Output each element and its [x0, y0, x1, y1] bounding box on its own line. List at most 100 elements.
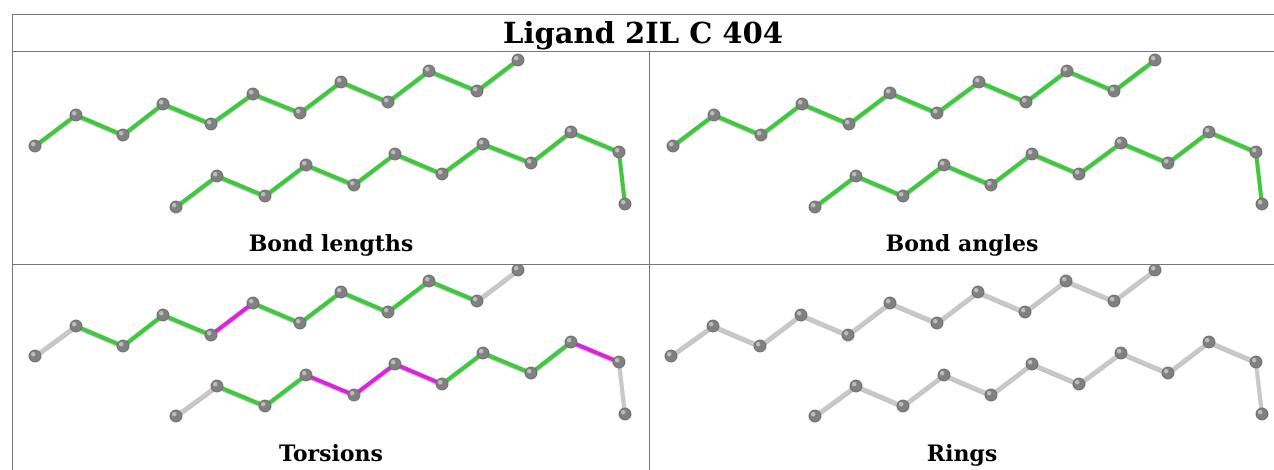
bond: [174, 174, 219, 209]
atom: [1255, 407, 1269, 421]
atom-highlight: [514, 266, 519, 271]
atom-highlight: [886, 89, 891, 94]
atom-highlight: [350, 181, 355, 186]
atom-highlight: [797, 311, 802, 316]
atom: [511, 265, 525, 277]
atom-highlight: [473, 87, 478, 92]
atom-highlight: [844, 331, 849, 336]
atom: [930, 316, 944, 330]
atom-highlight: [296, 109, 301, 114]
panel-torsions: Torsions: [13, 265, 649, 470]
bond: [427, 69, 479, 93]
atom-highlight: [1164, 369, 1169, 374]
atom-highlight: [987, 181, 992, 186]
atom: [169, 409, 183, 423]
atom: [293, 106, 307, 120]
atom-highlight: [933, 319, 938, 324]
atom-highlight: [811, 412, 816, 417]
bond: [989, 362, 1034, 397]
bond: [74, 324, 125, 348]
atom-highlight: [159, 311, 164, 316]
atom-highlight: [302, 161, 307, 166]
bond: [846, 301, 892, 337]
atom: [1255, 197, 1269, 211]
atom-highlight: [1028, 360, 1033, 365]
atom: [664, 349, 678, 363]
molecule-torsions: [28, 265, 632, 423]
bond: [475, 58, 520, 93]
atom: [116, 339, 130, 353]
bond: [251, 301, 302, 325]
atom: [28, 349, 42, 363]
bond: [813, 174, 858, 209]
bond: [209, 92, 255, 126]
atom-highlight: [1075, 380, 1080, 385]
atom-highlight: [933, 109, 938, 114]
atom: [896, 399, 910, 413]
atom: [564, 125, 578, 139]
atom-highlight: [1258, 410, 1263, 415]
atom: [69, 319, 83, 333]
bond: [712, 113, 763, 137]
atom-highlight: [1117, 349, 1122, 354]
atom: [334, 285, 348, 299]
atom-highlight: [391, 150, 396, 155]
atom-highlight: [1110, 87, 1115, 92]
atom: [618, 197, 632, 211]
bond: [339, 80, 390, 104]
bond: [161, 313, 213, 337]
atom-highlight: [1063, 67, 1068, 72]
bond: [935, 290, 980, 325]
atom: [971, 285, 985, 299]
atom: [347, 178, 361, 192]
bond: [121, 313, 165, 348]
atom: [1161, 366, 1175, 380]
atom: [984, 178, 998, 192]
atom-highlight: [709, 322, 714, 327]
bond: [529, 340, 573, 375]
bond: [215, 384, 267, 408]
atom-highlight: [757, 131, 762, 136]
atom-highlight: [527, 159, 532, 164]
bond: [1077, 141, 1123, 176]
molecule-rings: [664, 265, 1269, 423]
bond: [901, 373, 946, 408]
atom: [612, 355, 626, 369]
atom: [1060, 64, 1074, 78]
panel-rings: Rings: [650, 265, 1274, 470]
atom-highlight: [72, 322, 77, 327]
atom: [156, 97, 170, 111]
atom-highlight: [1075, 170, 1080, 175]
atom: [204, 328, 218, 342]
bond: [33, 113, 78, 148]
atom-highlight: [438, 170, 443, 175]
bond: [386, 69, 431, 104]
atom: [808, 409, 822, 423]
atom-highlight: [567, 338, 572, 343]
atom: [299, 368, 313, 382]
bond: [33, 324, 78, 358]
atom: [937, 368, 951, 382]
atom: [841, 328, 855, 342]
bond: [1112, 58, 1157, 93]
atom-highlight: [940, 161, 945, 166]
bond: [529, 130, 573, 165]
atom: [849, 379, 863, 393]
atom: [842, 117, 856, 131]
bond: [161, 102, 213, 126]
atom-highlight: [756, 342, 761, 347]
bond: [854, 174, 905, 198]
bond: [1030, 152, 1081, 176]
atom-highlight: [479, 140, 484, 145]
bond: [352, 362, 397, 397]
bond: [800, 102, 851, 126]
figure-frame: [12, 14, 1274, 470]
atom: [1025, 147, 1039, 161]
bond: [1112, 268, 1157, 303]
atom: [422, 64, 436, 78]
bond: [854, 384, 905, 408]
bond: [1119, 141, 1170, 165]
caption-rings: Rings: [926, 441, 998, 467]
atom: [1202, 125, 1216, 139]
bond: [209, 301, 255, 337]
